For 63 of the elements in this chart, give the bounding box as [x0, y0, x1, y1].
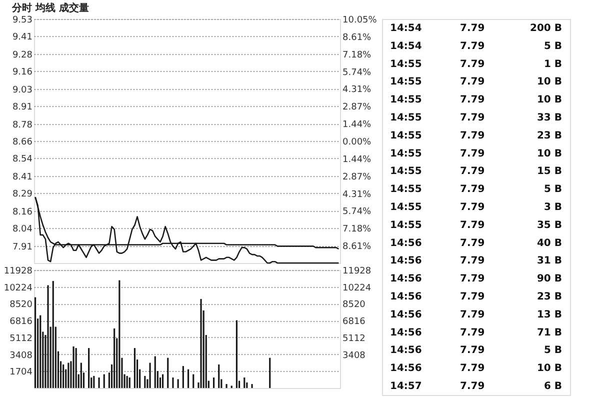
- text: 14:54 7.79 200 B: [390, 22, 562, 34]
- y-tick-label: 8520: [10, 300, 33, 310]
- y2-tick-label: 8.61%: [342, 242, 372, 252]
- text: 14:56 7.79 13 B: [390, 309, 562, 320]
- y2-tick-label: 1.44%: [342, 120, 372, 130]
- y-tick-label: 11928: [4, 266, 33, 276]
- y2-tick-label: 5.74%: [342, 207, 372, 218]
- y-tick-label: 8.66: [12, 138, 33, 148]
- text: 14:55 7.79 5 B: [390, 184, 562, 196]
- text: 14:56 7.79 90 B: [390, 274, 562, 285]
- y-tick-label: 9.16: [12, 67, 33, 78]
- y2-tick-label: 6816: [342, 317, 366, 328]
- y2-tick-label: 8520: [342, 300, 366, 310]
- text: 14:55 7.79 10 B: [390, 148, 562, 160]
- y2-tick-label: 7.18%: [342, 224, 372, 235]
- y2-tick-label: 10.05%: [342, 16, 378, 26]
- text: 14:56 7.79 10 B: [390, 363, 562, 374]
- text: 14:56 7.79 71 B: [390, 327, 562, 338]
- y-tick-label: 9.41: [12, 32, 32, 42]
- y-tick-label: 5112: [10, 334, 32, 344]
- y-tick-label: 8.54: [12, 154, 33, 164]
- y-tick-label: 1704: [10, 368, 33, 378]
- y-tick-label: 8.04: [12, 224, 33, 234]
- y-tick-label: 9.28: [12, 50, 33, 61]
- text: 14:55 7.79 35 B: [390, 220, 562, 231]
- text: 14:55 7.79 10 B: [390, 76, 562, 88]
- y2-tick-label: 8.61%: [342, 32, 372, 43]
- text: 14:56 7.79 31 B: [390, 256, 562, 267]
- text: 14:56 7.79 5 B: [390, 345, 562, 356]
- text: 14:56 7.79 40 B: [390, 238, 562, 249]
- y-tick-label: 8.29: [12, 189, 33, 200]
- text: 14:55 7.79 10 B: [390, 94, 562, 106]
- y-tick-label: 8.91: [12, 102, 32, 112]
- y-tick-label: 7.91: [12, 242, 32, 253]
- text: 14:55 7.79 3 B: [390, 202, 562, 213]
- y2-tick-label: 0.00%: [342, 138, 372, 148]
- y-tick-label: 10224: [4, 283, 33, 294]
- y2-tick-label: 4.31%: [342, 85, 372, 96]
- y2-tick-label: 2.87%: [342, 102, 372, 113]
- y-tick-label: 8.16: [12, 208, 33, 218]
- y-tick-label: 8.78: [12, 120, 33, 131]
- text: 14:56 7.79 23 B: [390, 292, 562, 303]
- y2-tick-label: 4.31%: [342, 190, 372, 200]
- y2-tick-label: 10224: [342, 283, 372, 294]
- text: 14:55 7.79 33 B: [390, 112, 562, 124]
- chart-title: 分时 均线 成交量: [10, 2, 89, 14]
- y2-tick-label: 3408: [342, 350, 366, 361]
- y2-tick-label: 2.87%: [342, 172, 372, 182]
- text: 14:55 7.79 15 B: [390, 166, 562, 178]
- y2-tick-label: 1.44%: [342, 154, 372, 165]
- y-tick-label: 9.53: [12, 16, 32, 26]
- y2-tick-label: 5.74%: [342, 68, 372, 78]
- y-tick-label: 8.41: [12, 172, 32, 183]
- text: 14:57 7.79 6 B: [390, 381, 562, 392]
- text: 14:55 7.79 1 B: [390, 58, 562, 70]
- y2-tick-label: 5112: [342, 334, 366, 344]
- text: 14:55 7.79 23 B: [390, 130, 562, 142]
- y2-tick-label: 7.18%: [342, 50, 372, 60]
- y-tick-label: 3408: [10, 350, 33, 361]
- y-tick-label: 6816: [10, 317, 33, 328]
- y2-tick-label: 11928: [342, 266, 372, 276]
- text: 14:54 7.79 5 B: [390, 40, 562, 52]
- y-tick-label: 9.03: [12, 86, 32, 96]
